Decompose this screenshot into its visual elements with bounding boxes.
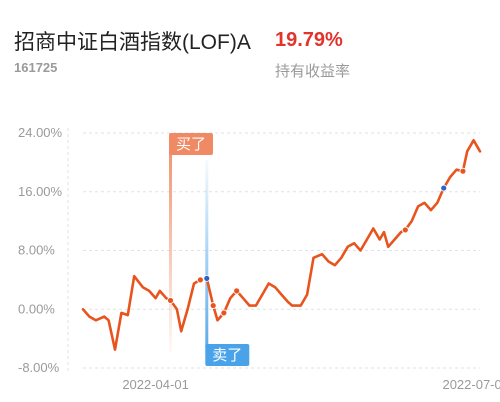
y-tick-label: 16.00% [18, 184, 63, 199]
sell-point [203, 275, 211, 282]
x-axis-ticks: 2022-04-01 2022-07-01 [122, 377, 500, 392]
y-tick-label: 0.00% [18, 301, 55, 316]
trade-markers [167, 167, 467, 317]
y-tick-label: -8.00% [18, 360, 60, 375]
sell-label: 卖了 [212, 346, 242, 364]
buy-point [459, 167, 467, 175]
buy-point [167, 297, 174, 304]
holding-return-label: 持有收益率 [275, 63, 351, 80]
fund-name: 招商中证白酒指数(LOF)A [14, 31, 251, 54]
buy-point [220, 309, 228, 317]
buy-marker-line [169, 152, 173, 352]
buy-point [196, 276, 204, 284]
y-tick-label: 8.00% [18, 243, 55, 258]
y-axis-ticks: 24.00% 16.00% 8.00% 0.00% -8.00% [18, 125, 63, 375]
buy-point [401, 226, 409, 234]
series-layer [81, 139, 482, 351]
sell-label-box [205, 344, 250, 366]
sell-point [440, 184, 448, 192]
holding-return-value: 19.79% [275, 29, 343, 51]
buy-point [209, 302, 217, 309]
buy-label-box [169, 133, 214, 155]
buy-label: 买了 [176, 135, 206, 153]
series-line [81, 139, 482, 351]
sell-marker-line [205, 160, 209, 347]
x-tick-label: 2022-04-01 [122, 377, 189, 392]
grid-lines [67, 128, 480, 373]
x-tick-label: 2022-07-01 [442, 377, 500, 392]
fund-code: 161725 [14, 60, 58, 75]
y-tick-label: 24.00% [18, 125, 63, 140]
buy-point [233, 287, 241, 295]
